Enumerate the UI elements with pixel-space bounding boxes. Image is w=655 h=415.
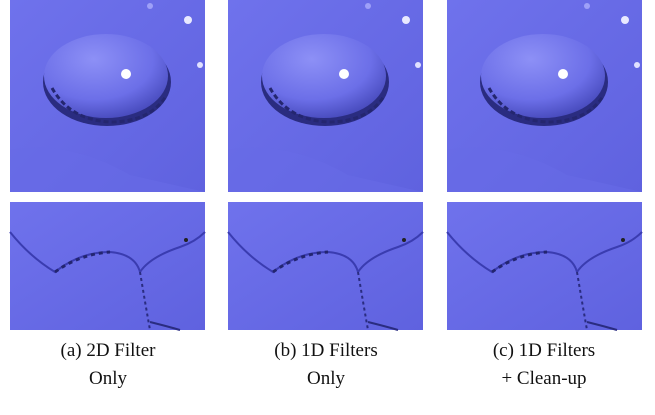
caption-line: (c) 1D Filters <box>493 340 595 361</box>
render-image <box>228 0 423 192</box>
render-image <box>228 202 423 330</box>
caption-line: Only <box>89 368 128 389</box>
render-image <box>10 0 205 192</box>
captions: (a) 2D Filter Only (b) 1D Filters Only (… <box>61 340 596 389</box>
caption-line: Only <box>307 368 346 389</box>
render-image <box>447 202 642 330</box>
render-image <box>10 202 205 330</box>
caption-line: + Clean-up <box>501 368 586 389</box>
caption-line: (b) 1D Filters <box>274 340 377 361</box>
figure: (a) 2D Filter Only (b) 1D Filters Only (… <box>0 0 655 415</box>
caption-line: (a) 2D Filter <box>61 340 157 361</box>
render-image <box>447 0 642 192</box>
